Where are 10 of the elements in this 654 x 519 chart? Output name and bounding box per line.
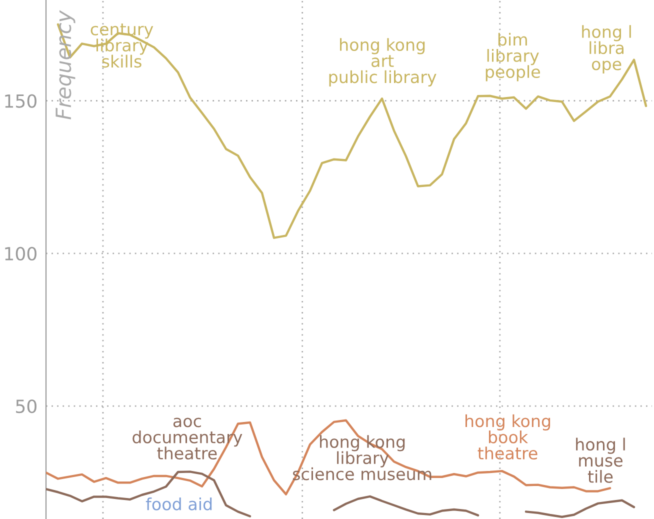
- annotation: hong l muse tile: [576, 438, 625, 483]
- y-tick-label: 150: [5, 94, 36, 108]
- annotation: hong kong art public library: [329, 38, 436, 86]
- y-axis-title: Frequency: [56, 10, 76, 120]
- y-tick-label: 100: [5, 246, 36, 261]
- annotation: food aid: [146, 497, 212, 510]
- annotation: hong l libra ope: [582, 25, 631, 74]
- y-tick-label: 50: [16, 400, 36, 414]
- annotation: bim library people: [486, 32, 540, 82]
- annotation: hong kong book theatre: [465, 414, 550, 460]
